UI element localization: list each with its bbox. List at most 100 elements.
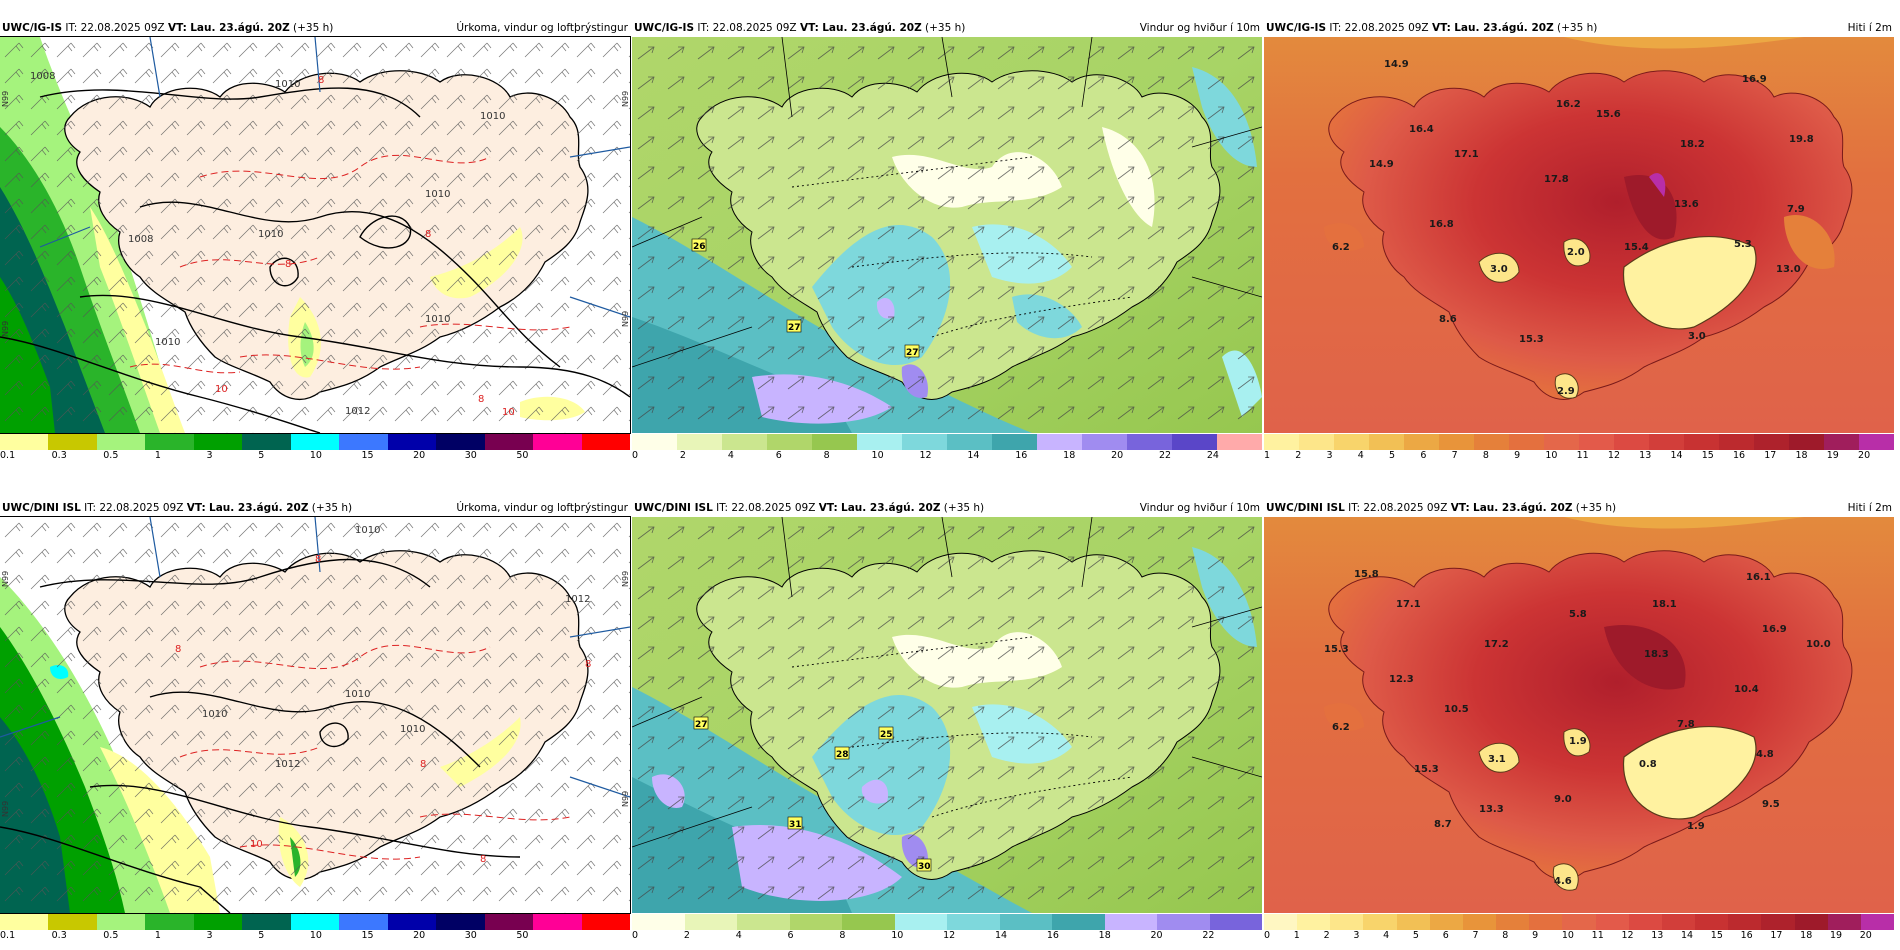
temp-label: 3.0 xyxy=(1688,331,1706,342)
colorbar-tick-label: 15 xyxy=(1710,930,1723,941)
colorbar-swatch xyxy=(1614,434,1649,450)
wind-map[interactable]: 27 28 25 31 30 xyxy=(632,517,1262,913)
lat-label: N99 xyxy=(1,321,10,337)
colorbar-tick-label: 16 xyxy=(1046,930,1059,941)
colorbar-swatch xyxy=(1684,434,1719,450)
isobar-label: 8 xyxy=(585,659,591,670)
temp-label: 13.6 xyxy=(1674,199,1699,210)
gust-label: 27 xyxy=(788,323,801,333)
colorbar-swatch xyxy=(1052,914,1105,930)
colorbar-tick-label: 22 xyxy=(1158,450,1172,461)
lat-label: N99 xyxy=(621,311,630,327)
product-title: Vindur og hviður í 10m xyxy=(1139,22,1260,34)
panel-header: UWC/IG-IS IT: 22.08.2025 09Z VT: Lau. 23… xyxy=(634,22,1260,34)
isobar-label: 10 xyxy=(250,839,263,850)
gust-markers: 27 28 25 31 30 xyxy=(693,716,932,872)
colorbar-swatch xyxy=(842,914,895,930)
temp-label: 18.3 xyxy=(1644,649,1669,660)
product-title: Hiti í 2m xyxy=(1847,502,1892,514)
colorbar-swatch xyxy=(1761,914,1795,930)
precip-map[interactable]: 1008 1010 1010 1010 1008 1010 1012 1010 … xyxy=(0,36,631,434)
colorbar-swatch xyxy=(1462,914,1497,930)
precip-map[interactable]: 1010 1010 1012 1012 1010 1010 8 8 8 8 8 … xyxy=(0,516,631,914)
colorbar-swatch xyxy=(1264,914,1298,930)
temp-map[interactable]: 14.9 16.4 14.9 6.2 16.8 8.6 15.3 2.9 3.0… xyxy=(1264,37,1894,433)
colorbar-swatch xyxy=(1369,434,1404,450)
colorbar-tick-label: 10 xyxy=(1561,930,1574,941)
lead-time: (+35 h) xyxy=(925,22,966,34)
colorbar-tick-label: 2 xyxy=(683,930,690,941)
valid-time: Lau. 23.ágú. 20Z xyxy=(841,502,941,514)
colorbar-tick-label: 5 xyxy=(258,450,265,461)
colorbar-tick-label: 4 xyxy=(1383,930,1390,941)
colorbar-swatch xyxy=(947,914,1000,930)
colorbar-swatch xyxy=(789,914,842,930)
colorbar-tick-label: 14 xyxy=(994,930,1008,941)
colorbar-tick-label: 3 xyxy=(206,930,213,941)
gust-label: 31 xyxy=(789,820,802,830)
colorbar-swatch xyxy=(1794,914,1828,930)
colorbar-swatch xyxy=(1209,914,1262,930)
isobar-label: 8 xyxy=(478,394,484,405)
colorbar-tick-label: 0.3 xyxy=(51,930,67,941)
colorbar-swatch xyxy=(1695,914,1729,930)
colorbar-wind xyxy=(632,914,1262,930)
colorbar-tick-label: 1 xyxy=(1264,450,1271,461)
isobar-label: 8 xyxy=(315,554,321,565)
colorbar-swatch xyxy=(436,434,485,450)
wind-map[interactable]: 26 27 27 xyxy=(632,37,1262,433)
colorbar-tick-label: 20 xyxy=(413,450,426,461)
temp-label: 18.2 xyxy=(1680,139,1705,150)
colorbar-swatch xyxy=(1439,434,1474,450)
temp-label: 15.4 xyxy=(1624,242,1649,253)
gust-label: 25 xyxy=(880,730,893,740)
temp-label: 15.3 xyxy=(1414,764,1439,775)
isobar-label: 1008 xyxy=(30,71,55,82)
colorbar-swatch xyxy=(145,914,194,930)
colorbar-tick-label: 20 xyxy=(1111,450,1124,461)
temp-label: 15.6 xyxy=(1596,109,1621,120)
lat-label: N99 xyxy=(1,571,10,587)
lat-label: N99 xyxy=(621,791,630,807)
isobar-label: 8 xyxy=(420,759,426,770)
colorbar-swatch xyxy=(1824,434,1859,450)
colorbar-tick-label: 2 xyxy=(1323,930,1330,941)
colorbar-swatch xyxy=(992,434,1037,450)
temp-label: 17.1 xyxy=(1396,599,1421,610)
colorbar-swatch xyxy=(902,434,947,450)
init-time: 22.08.2025 09Z xyxy=(712,22,797,34)
colorbar-tick-label: 11 xyxy=(1576,450,1589,461)
lat-label: N99 xyxy=(621,571,630,587)
colorbar-tick-label: 4 xyxy=(1357,450,1364,461)
panel-header: UWC/DINI ISL IT: 22.08.2025 09Z VT: Lau.… xyxy=(2,502,628,514)
gust-label: 30 xyxy=(918,862,931,872)
temp-label: 18.1 xyxy=(1652,599,1677,610)
temp-label: 5.3 xyxy=(1734,239,1752,250)
model-name: UWC/DINI ISL xyxy=(1266,502,1345,514)
colorbar-tick-label: 9 xyxy=(1514,450,1521,461)
lead-time: (+35 h) xyxy=(943,502,985,514)
colorbar-tick-label: 5 xyxy=(1412,930,1419,941)
colorbar-tick-label: 20 xyxy=(1150,930,1163,941)
temp-map[interactable]: 15.8 17.1 15.3 12.3 6.2 10.5 15.3 8.7 13… xyxy=(1264,517,1894,913)
colorbar-swatch xyxy=(947,434,992,450)
colorbar-swatch xyxy=(1217,434,1262,450)
isobar-labels: 1008 1010 1010 1010 1008 1010 1012 1010 … xyxy=(30,71,515,418)
temp-label: 16.9 xyxy=(1742,74,1767,85)
temp-label: 14.9 xyxy=(1384,59,1409,70)
colorbar-tick-label: 16 xyxy=(1732,450,1746,461)
isobar-label: 1010 xyxy=(258,229,283,240)
colorbar-tick-label: 11 xyxy=(1591,930,1604,941)
colorbar-tick-label: 12 xyxy=(943,930,956,941)
colorbar-wind xyxy=(632,434,1262,450)
colorbar-labels: 0 2 4 6 8 10 12 14 16 18 20 22 xyxy=(632,930,1262,942)
colorbar-tick-label: 12 xyxy=(919,450,932,461)
colorbar-swatch xyxy=(1104,914,1157,930)
colorbar-swatch xyxy=(1628,914,1662,930)
colorbar-swatch xyxy=(812,434,857,450)
colorbar-tick-label: 4 xyxy=(727,450,734,461)
colorbar-swatch xyxy=(242,914,291,930)
temp-label: 16.8 xyxy=(1429,219,1454,230)
colorbar-tick-label: 10 xyxy=(309,450,322,461)
isobar-label: 8 xyxy=(285,259,291,270)
